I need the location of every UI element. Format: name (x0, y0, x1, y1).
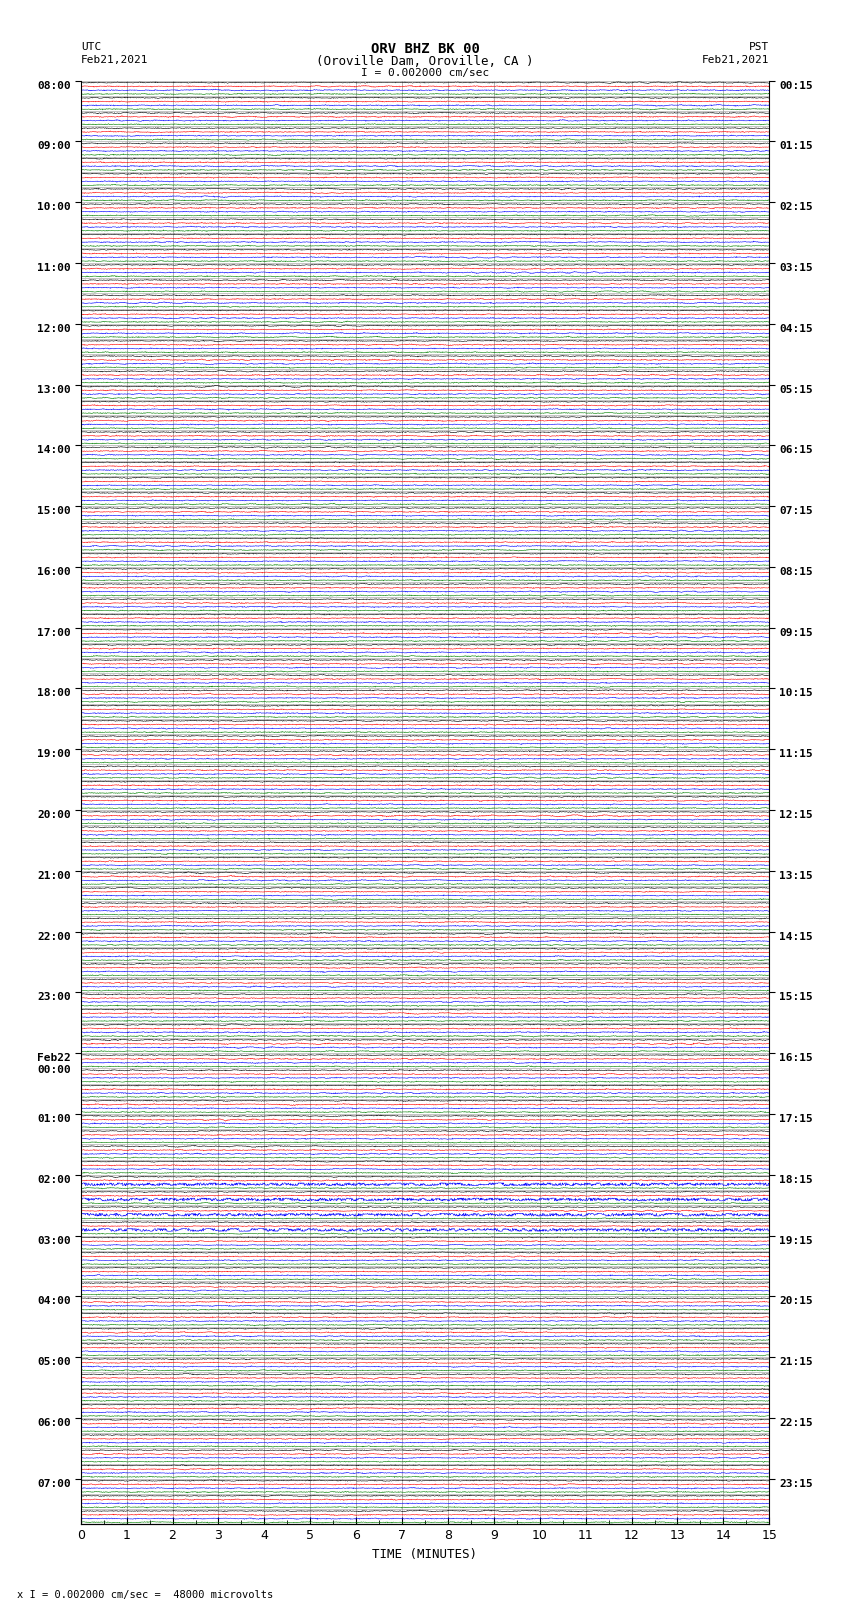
Text: UTC: UTC (81, 42, 101, 52)
Text: I = 0.002000 cm/sec: I = 0.002000 cm/sec (361, 68, 489, 77)
X-axis label: TIME (MINUTES): TIME (MINUTES) (372, 1548, 478, 1561)
Text: ORV BHZ BK 00: ORV BHZ BK 00 (371, 42, 479, 56)
Text: (Oroville Dam, Oroville, CA ): (Oroville Dam, Oroville, CA ) (316, 55, 534, 68)
Text: PST: PST (749, 42, 769, 52)
Text: x I = 0.002000 cm/sec =  48000 microvolts: x I = 0.002000 cm/sec = 48000 microvolts (17, 1590, 273, 1600)
Text: Feb21,2021: Feb21,2021 (81, 55, 148, 65)
Text: Feb21,2021: Feb21,2021 (702, 55, 769, 65)
